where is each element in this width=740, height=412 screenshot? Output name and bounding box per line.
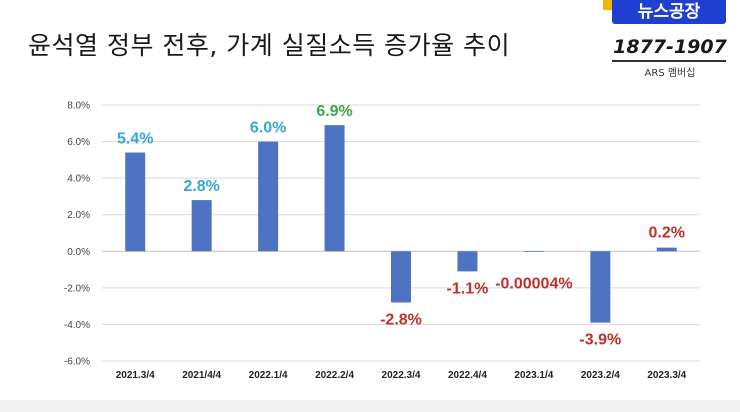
bar [324, 125, 345, 252]
x-category-label: 2021/4/4 [182, 370, 221, 381]
bar [191, 200, 212, 252]
y-tick-label: 2.0% [67, 210, 90, 221]
bar [457, 251, 478, 272]
data-label: 5.4% [117, 131, 153, 148]
bar-chart: 8.0% 6.0% 4.0% 2.0% 0.0% -2.0% -4.0% -6.0% 2021.… [64, 101, 700, 381]
data-label: 6.9% [316, 103, 352, 120]
data-label: 6.0% [250, 120, 286, 137]
phone-underline [612, 60, 726, 62]
data-label: 2.8% [183, 178, 219, 195]
bottom-bar [0, 400, 740, 412]
x-category-label: 2022.1/4 [249, 370, 288, 381]
y-tick-label: 8.0% [67, 101, 90, 112]
y-tick-label: 4.0% [67, 174, 90, 185]
data-label: -2.8% [380, 311, 422, 328]
x-category-label: 2022.2/4 [315, 370, 354, 381]
y-tick-label: 0.0% [67, 247, 90, 258]
y-tick-label: -6.0% [64, 357, 90, 368]
chart-title: 윤석열 정부 전후, 가계 실질소득 증가율 추이 [28, 31, 511, 60]
data-label: -1.1% [447, 280, 489, 297]
logo-accent [603, 0, 615, 10]
x-category-label: 2022.4/4 [448, 370, 487, 381]
bar [125, 152, 146, 252]
y-tick-label: 6.0% [67, 137, 90, 148]
data-label: -0.00004% [495, 275, 572, 292]
y-tick-label: -2.0% [64, 283, 90, 294]
y-tick-label: -4.0% [64, 320, 90, 331]
bar [391, 251, 411, 303]
data-label: 0.2% [649, 225, 685, 242]
x-category-label: 2023.1/4 [514, 370, 553, 381]
x-category-label: 2022.3/4 [382, 370, 421, 381]
phone-number: 1877-1907 [613, 36, 727, 58]
bar [590, 251, 611, 323]
news-factory-logo: 뉴스공장 [612, 0, 726, 24]
data-label: -3.9% [579, 332, 621, 349]
x-category-label: 2023.3/4 [647, 370, 686, 381]
bar [523, 251, 544, 252]
bar [258, 141, 279, 252]
x-category-label: 2023.2/4 [581, 370, 620, 381]
bar [656, 247, 677, 252]
x-category-label: 2021.3/4 [116, 370, 155, 381]
phone-subtitle: ARS 멤버십 [644, 68, 696, 79]
